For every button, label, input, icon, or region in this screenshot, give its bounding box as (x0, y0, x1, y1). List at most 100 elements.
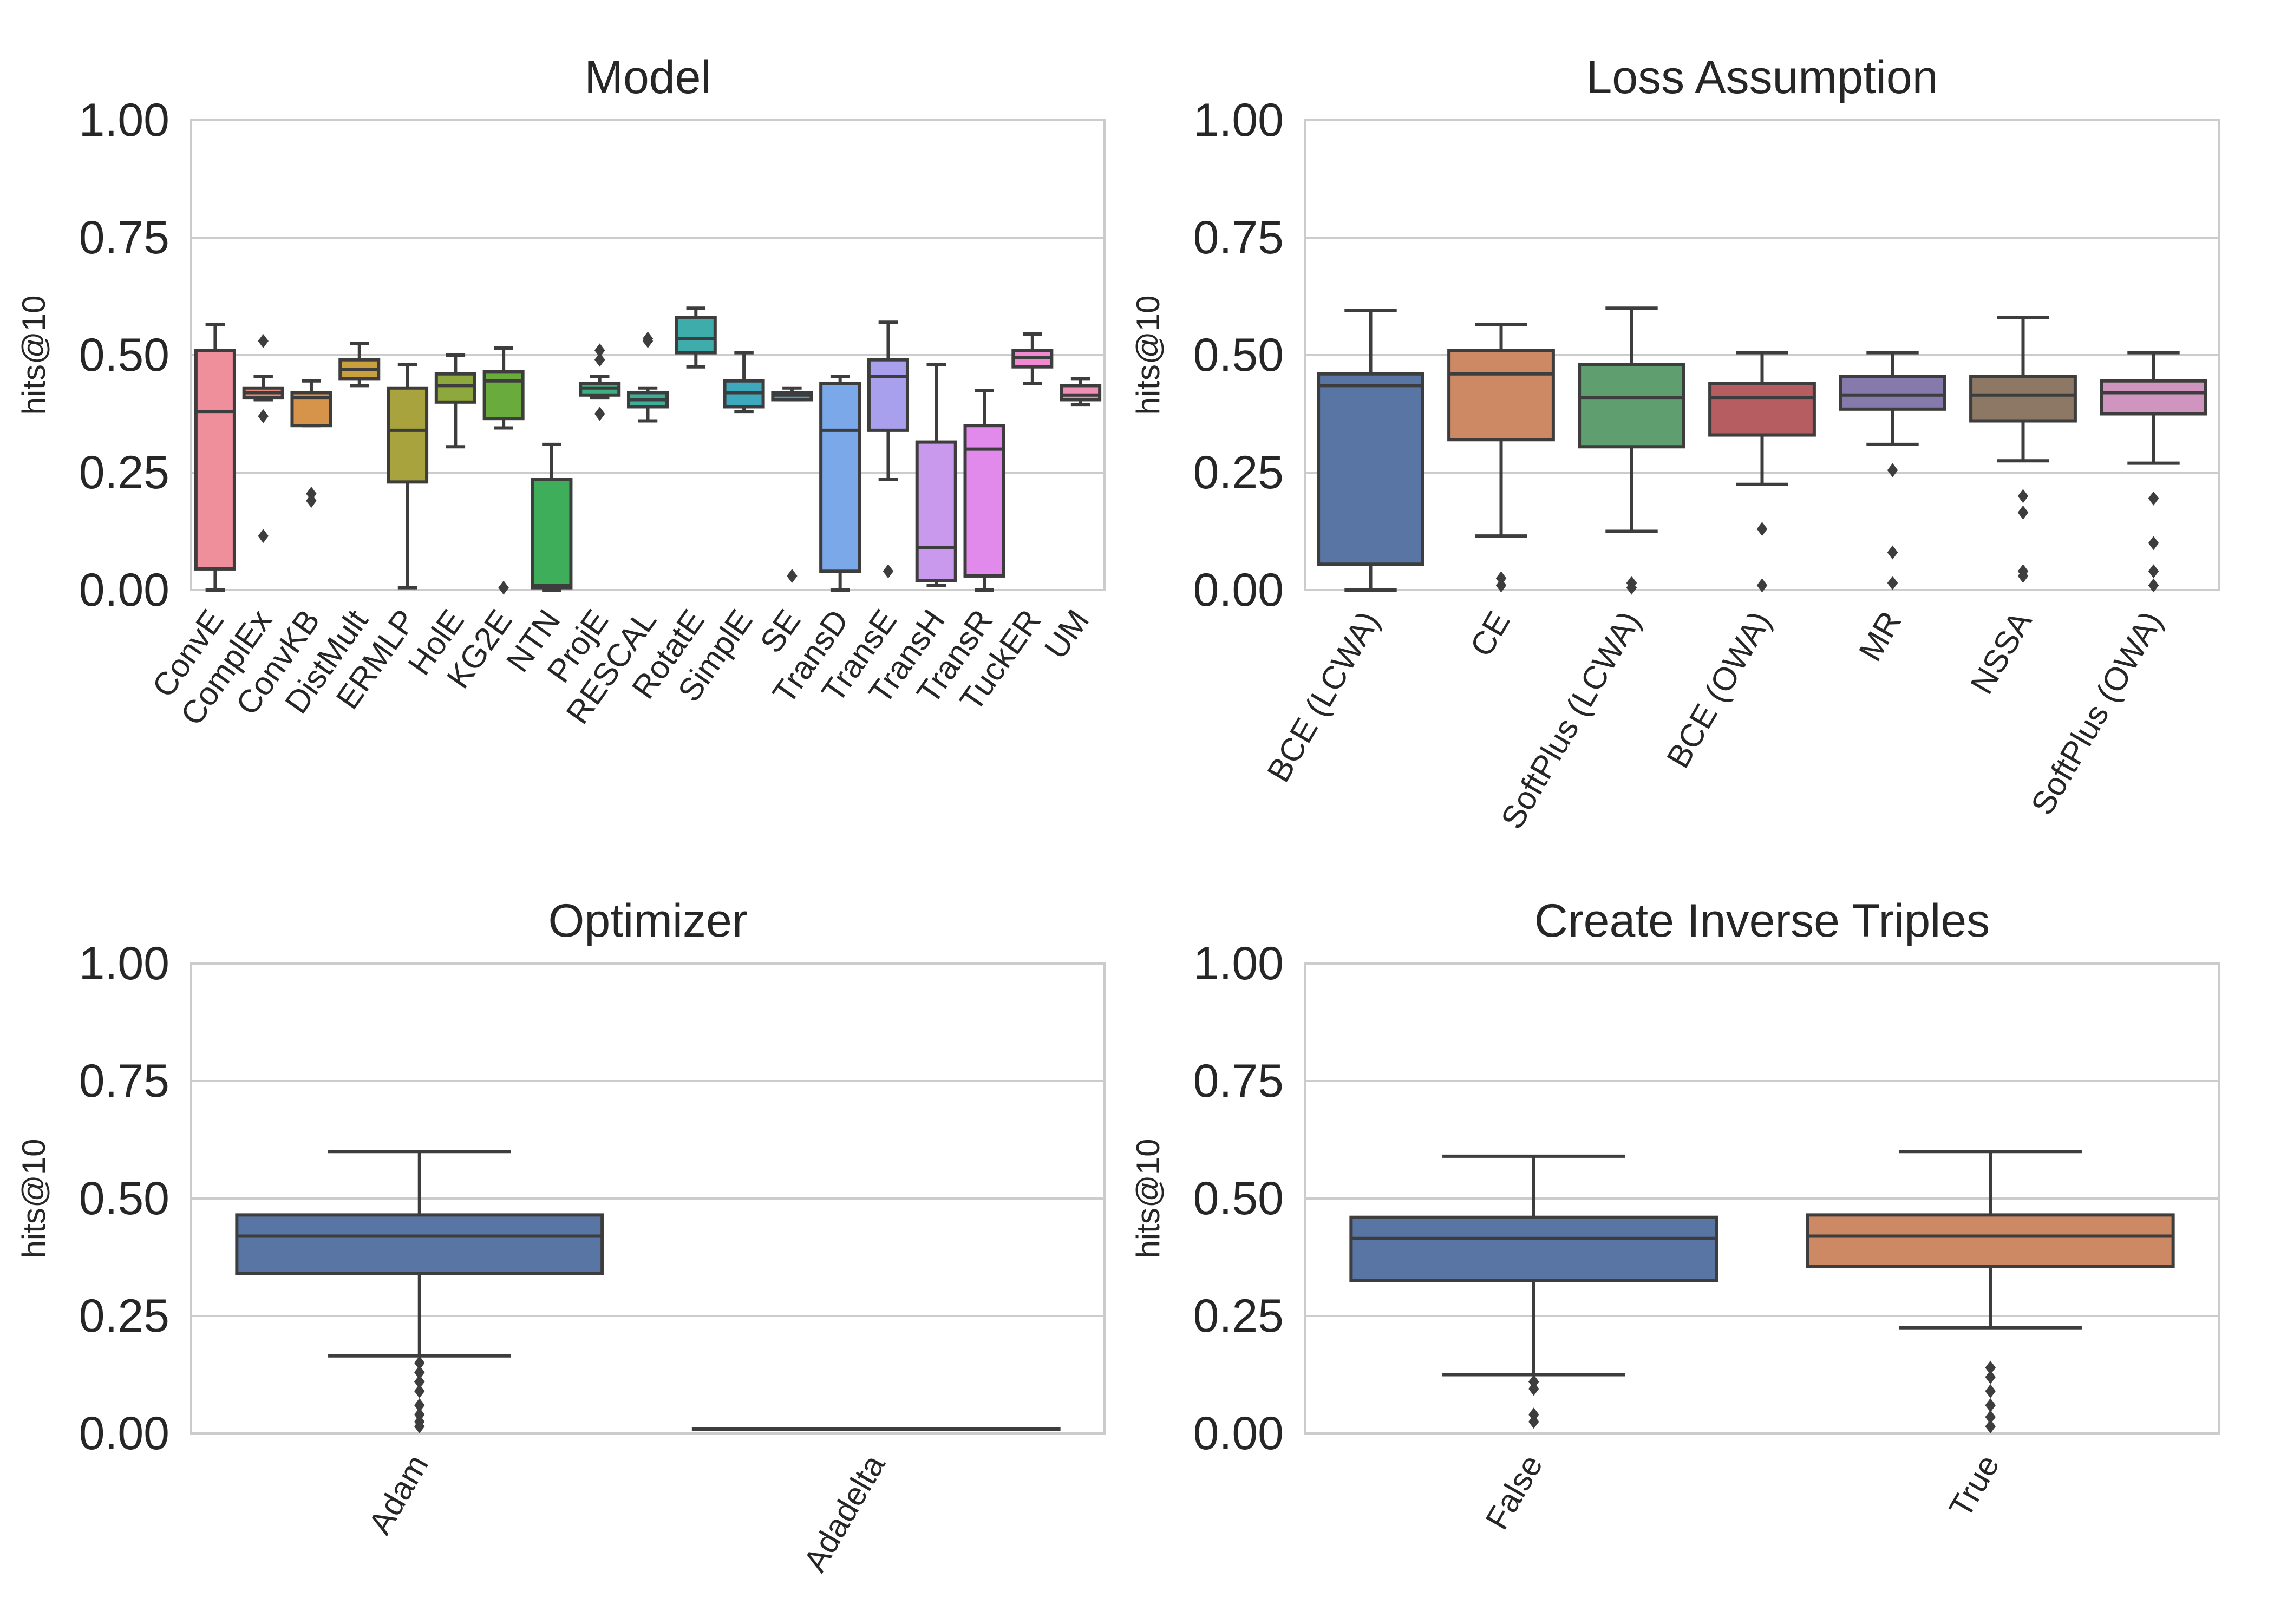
y-tick-label: 0.75 (79, 1055, 169, 1107)
outlier-point (1985, 1360, 1996, 1375)
iqr-box (1447, 349, 1555, 442)
box-bce-lcwa (1317, 309, 1424, 592)
outlier-point (1528, 1415, 1539, 1429)
y-axis-label: hits@10 (1130, 295, 1166, 415)
x-tick-label: MR (1852, 605, 1909, 667)
box-softplus-lcwa (1578, 306, 1685, 595)
iqr-box (1578, 363, 1685, 449)
y-tick-label: 0.25 (1193, 1290, 1284, 1342)
outlier-point (1528, 1381, 1539, 1396)
chart-title: Create Inverse Triples (1534, 895, 1990, 947)
outlier-point (414, 1365, 425, 1380)
axes-frame (190, 962, 1106, 1435)
panel-create-inverse-triples: 0.00 0.25 0.50 0.75 1.00 Create Inverse Tripl… (1130, 895, 2220, 1536)
box-bce-owa (1708, 351, 1816, 593)
y-tick-label: 0.50 (1193, 1173, 1284, 1224)
y-tick-label: 1.00 (1193, 938, 1284, 990)
x-tick-label: BCE (LCWA) (1260, 605, 1387, 788)
iqr-box (1708, 382, 1816, 437)
box-um (1060, 377, 1102, 407)
iqr-box (1806, 1213, 2175, 1268)
outlier-point (1495, 578, 1507, 593)
y-tick-label: 0.75 (1193, 212, 1284, 264)
iqr-box (915, 440, 957, 582)
box-nssa (1969, 316, 2077, 583)
y-tick-label: 0.50 (79, 1173, 169, 1224)
outlier-point (2148, 564, 2159, 579)
box-hole (434, 353, 476, 449)
box-distmult (338, 342, 381, 388)
x-tick-label: True (1942, 1449, 2007, 1523)
outlier-point (787, 568, 798, 583)
x-tick-label: CE (1463, 605, 1517, 663)
y-axis-label: hits@10 (16, 1138, 52, 1258)
outlier-point (2148, 491, 2159, 506)
outlier-point (883, 564, 894, 579)
x-tick-label: NSSA (1963, 605, 2039, 700)
box-rotate (675, 306, 717, 369)
y-tick-label: 0.50 (79, 329, 169, 381)
y-tick-label: 0.25 (79, 1290, 169, 1342)
y-axis-label: hits@10 (1130, 1138, 1166, 1258)
y-tick-label: 0.75 (1193, 1055, 1284, 1107)
outlier-point (2017, 568, 2029, 583)
y-tick-label: 0.00 (1193, 564, 1284, 616)
x-tick-label: SoftPlus (OWA) (2024, 605, 2170, 821)
x-tick-label: Adam (362, 1449, 435, 1540)
box-transe (867, 320, 909, 579)
box-ce (1447, 323, 1555, 593)
box-transd (819, 375, 861, 592)
iqr-box (1060, 384, 1102, 402)
outlier-point (414, 1398, 425, 1412)
y-axis-label: hits@10 (16, 295, 52, 415)
outlier-point (1756, 578, 1768, 593)
y-tick-label: 0.00 (79, 1407, 169, 1459)
iqr-box (531, 478, 573, 590)
outlier-point (1887, 575, 1898, 590)
panel-model: 0.000.250.500.751.00Modelhits@10ConvECom… (16, 51, 1106, 732)
outlier-point (306, 494, 317, 508)
y-tick-label: 0.00 (79, 564, 169, 616)
outlier-point (2017, 505, 2029, 520)
box-tucker (1011, 332, 1054, 385)
outlier-point (258, 333, 269, 348)
outlier-point (594, 343, 605, 358)
outlier-point (1887, 463, 1898, 477)
box-softplus-owa (2100, 351, 2207, 593)
iqr-box (2100, 379, 2207, 416)
chart-title: Loss Assumption (1586, 51, 1938, 103)
outlier-point (258, 409, 269, 423)
outlier-point (1528, 1407, 1539, 1422)
box-true (1806, 1150, 2175, 1433)
iqr-box (867, 358, 909, 432)
x-tick-label: BCE (OWA) (1659, 605, 1778, 774)
x-tick-label: UM (1037, 603, 1096, 665)
outlier-point (1985, 1398, 1996, 1412)
outlier-point (1985, 1419, 1996, 1433)
outlier-point (642, 333, 654, 348)
x-tick-label: Adadelta (796, 1448, 892, 1577)
iqr-box (235, 1213, 604, 1275)
outlier-point (258, 529, 269, 543)
outlier-point (2148, 536, 2159, 551)
outlier-point (1985, 1370, 1996, 1384)
outlier-point (414, 1374, 425, 1389)
axes-frame (190, 119, 1106, 591)
outlier-point (414, 1419, 425, 1433)
outlier-point (1626, 580, 1637, 595)
y-tick-label: 1.00 (79, 94, 169, 146)
panel-optimizer: 0.00 0.25 0.50 0.75 1.00 Optimizer hits@10 Adam… (16, 895, 1106, 1578)
box-rescal (626, 331, 669, 423)
iqr-box (1839, 375, 1946, 411)
iqr-box (434, 372, 476, 404)
iqr-box (482, 370, 525, 421)
y-tick-label: 0.50 (1193, 329, 1284, 381)
box-convkb (290, 379, 332, 508)
iqr-box (387, 386, 429, 484)
iqr-box (1969, 375, 2077, 423)
x-tick-label: SoftPlus (LCWA) (1494, 605, 1648, 835)
y-tick-label: 0.25 (79, 447, 169, 499)
chart-title: Optimizer (548, 895, 748, 947)
iqr-box (675, 316, 717, 355)
